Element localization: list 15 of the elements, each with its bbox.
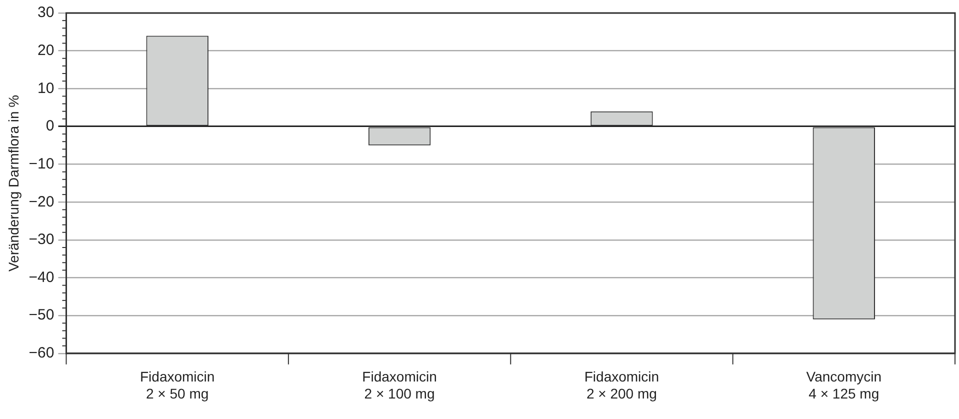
y-tick-label: −10	[28, 155, 54, 172]
y-tick-label: −30	[28, 231, 54, 248]
y-tick-label: 0	[46, 118, 54, 135]
y-tick-label: −40	[28, 268, 54, 286]
y-tick-label: −50	[28, 306, 54, 324]
y-tick-label: 10	[38, 80, 54, 97]
y-tick-label: 30	[38, 4, 54, 22]
y-tick-label: 20	[38, 42, 54, 59]
x-tick-label: Fidaxomicin 2 × 100 mg	[362, 368, 437, 402]
x-tick-label: Vancomycin 4 × 125 mg	[806, 368, 882, 402]
y-tick-label: −20	[28, 193, 54, 210]
y-tick-label: −60	[28, 344, 54, 362]
x-tick-label: Fidaxomicin 2 × 50 mg	[140, 368, 215, 402]
y-axis-title: Veränderung Darmflora in %	[5, 94, 22, 272]
x-tick-label: Fidaxomicin 2 × 200 mg	[584, 368, 660, 402]
